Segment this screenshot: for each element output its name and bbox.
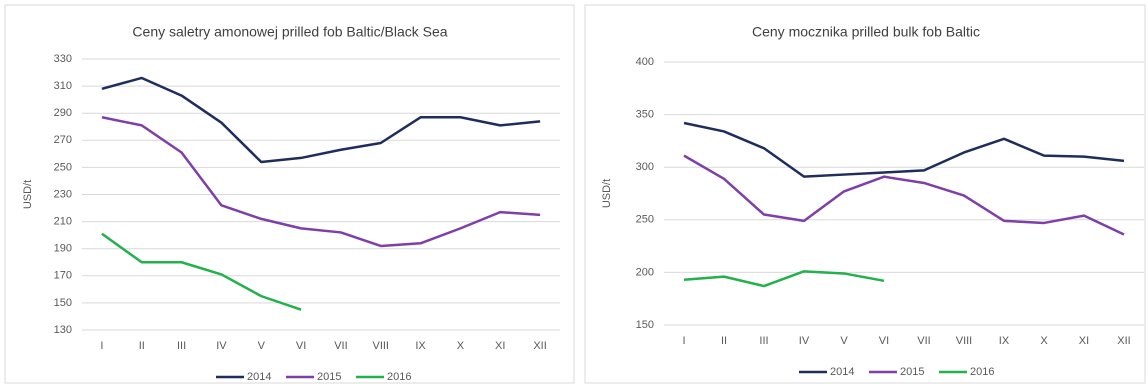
panel-frame (584, 4, 1146, 384)
y-tick-label: 250 (636, 214, 654, 226)
data-line (101, 232, 302, 311)
x-tick-label: XII (1117, 335, 1130, 347)
data-line (683, 154, 1125, 236)
x-tick-label: II (721, 335, 727, 347)
x-tick-label: VI (296, 340, 306, 352)
legend-label: 2014 (830, 366, 854, 378)
x-tick-label: II (139, 340, 145, 352)
legend-label: 2016 (970, 366, 994, 378)
data-line (101, 116, 541, 248)
x-tick-label: X (457, 340, 465, 352)
x-tick-label: XII (533, 340, 546, 352)
y-tick-label: 290 (54, 107, 72, 119)
x-tick-label: X (1040, 335, 1048, 347)
y-tick-label: 200 (636, 266, 654, 278)
y-tick-label: 130 (54, 324, 72, 336)
x-tick-label: V (840, 335, 848, 347)
x-tick-label: III (177, 340, 186, 352)
legend-label: 2014 (247, 371, 271, 383)
x-tick-label: XI (1079, 335, 1089, 347)
y-tick-label: 350 (636, 109, 654, 121)
x-tick-label: IV (799, 335, 810, 347)
chart-title: Ceny saletry amonowej prilled fob Baltic… (132, 24, 447, 40)
data-line (683, 121, 1125, 178)
x-tick-label: VII (334, 340, 347, 352)
x-tick-label: VIII (956, 335, 973, 347)
x-tick-label: V (258, 340, 266, 352)
y-tick-label: 270 (54, 134, 72, 146)
x-tick-label: VI (879, 335, 889, 347)
y-axis-label: USD/t (601, 179, 613, 208)
y-tick-label: 230 (54, 188, 72, 200)
x-tick-label: I (682, 335, 685, 347)
y-axis-label: USD/t (22, 180, 34, 209)
y-tick-label: 170 (54, 270, 72, 282)
y-tick-label: 330 (54, 53, 72, 65)
y-tick-label: 300 (636, 161, 654, 173)
legend-label: 2015 (900, 366, 924, 378)
x-tick-label: IV (216, 340, 227, 352)
x-tick-label: VIII (372, 340, 389, 352)
x-tick-label: IX (999, 335, 1010, 347)
y-tick-label: 310 (54, 80, 72, 92)
x-tick-label: I (100, 340, 103, 352)
x-tick-label: III (759, 335, 768, 347)
chart-title: Ceny mocznika prilled bulk fob Baltic (752, 24, 980, 40)
legend-label: 2016 (387, 371, 411, 383)
legend-label: 2015 (317, 371, 341, 383)
data-line (101, 76, 541, 164)
x-tick-label: XI (495, 340, 505, 352)
x-tick-label: IX (415, 340, 426, 352)
data-line (683, 270, 885, 288)
y-tick-label: 250 (54, 161, 72, 173)
y-tick-label: 210 (54, 216, 72, 228)
y-tick-label: 150 (636, 319, 654, 331)
y-tick-label: 150 (54, 297, 72, 309)
y-tick-label: 190 (54, 243, 72, 255)
x-tick-label: VII (917, 335, 930, 347)
y-tick-label: 400 (636, 56, 654, 68)
